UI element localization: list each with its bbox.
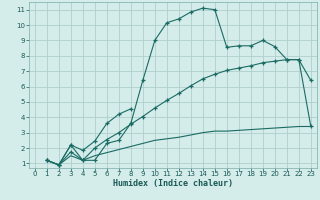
X-axis label: Humidex (Indice chaleur): Humidex (Indice chaleur): [113, 179, 233, 188]
